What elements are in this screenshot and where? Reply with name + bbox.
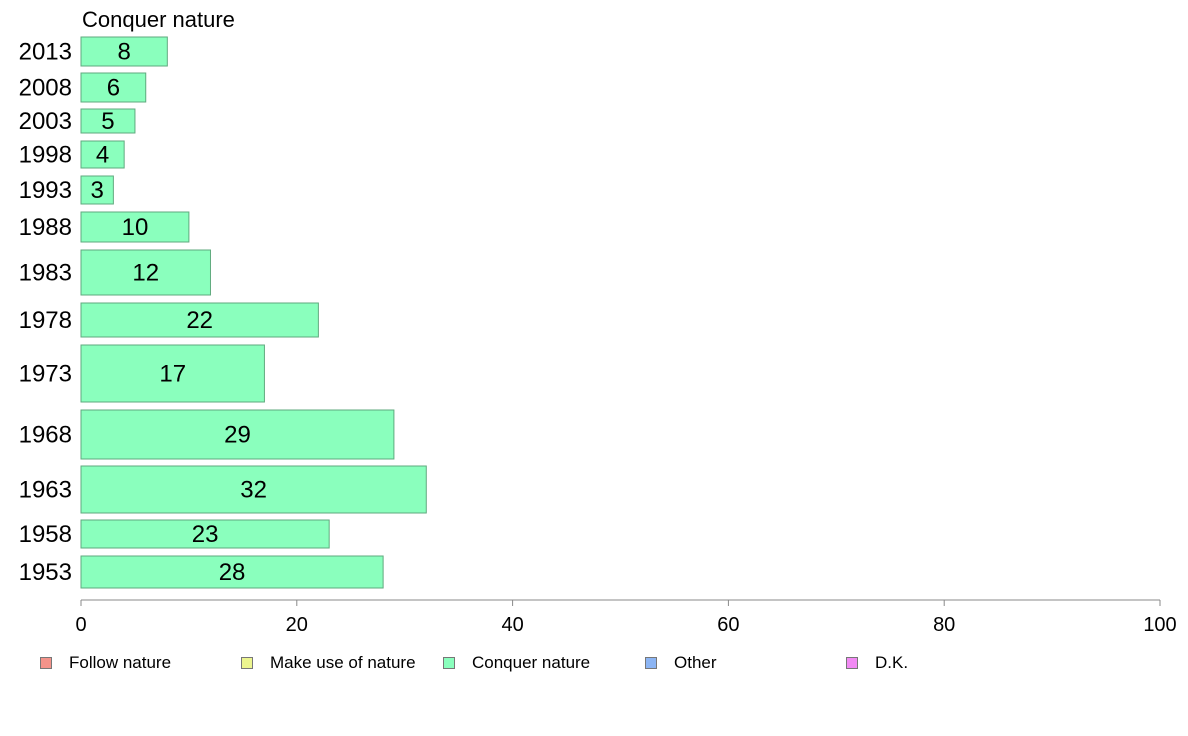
category-label: 1988: [19, 214, 72, 241]
data-label: 6: [107, 75, 120, 102]
legend-swatch: [241, 657, 253, 669]
bar-2013: [80, 36, 168, 67]
x-tick-label: 20: [286, 614, 308, 636]
legend-label: D.K.: [875, 653, 909, 672]
legend-swatch: [443, 657, 455, 669]
category-label: 1993: [19, 177, 72, 204]
bar-1998: [80, 140, 125, 169]
bars-group: 2013 8 2008 6 2003 5 1998 4 1993 3 1988 10 1983 12 197…: [19, 36, 427, 589]
category-label: 1968: [19, 422, 72, 449]
x-axis: 0 20 40 60 80 100: [75, 599, 1177, 636]
data-label: 3: [91, 177, 104, 204]
data-label: 10: [122, 214, 149, 241]
x-tick-label: 80: [933, 614, 955, 636]
x-tick-label: 40: [501, 614, 523, 636]
category-label: 1973: [19, 361, 72, 388]
legend-item: Make use of nature: [241, 650, 416, 676]
category-label: 2008: [19, 75, 72, 102]
bar-1963: [80, 465, 427, 514]
bar-2003: [80, 108, 136, 134]
category-label: 1953: [19, 559, 72, 586]
x-tick-label: 100: [1143, 614, 1176, 636]
legend-label: Conquer nature: [472, 653, 591, 672]
category-label: 1998: [19, 142, 72, 169]
category-label: 1978: [19, 307, 72, 334]
bar-1978: [80, 302, 319, 338]
category-label: 1958: [19, 521, 72, 548]
data-label: 22: [186, 307, 213, 334]
bar-1983: [80, 249, 211, 296]
data-label: 4: [96, 142, 109, 169]
bar-2008: [80, 72, 147, 103]
category-label: 1963: [19, 477, 72, 504]
category-label: 1983: [19, 260, 72, 287]
legend-label: Make use of nature: [270, 653, 416, 672]
data-label: 32: [240, 477, 267, 504]
data-label: 12: [132, 260, 159, 287]
x-tick-label: 60: [717, 614, 739, 636]
legend: Follow nature Make use of nature Conquer n…: [0, 650, 1188, 676]
legend-item: Conquer nature: [443, 650, 590, 676]
category-label: 2013: [19, 39, 72, 66]
bar-1988: [80, 211, 190, 243]
chart-title: Conquer nature: [82, 7, 235, 32]
data-label: 28: [219, 559, 246, 586]
data-label: 29: [224, 422, 251, 449]
bar-1953: [80, 555, 384, 589]
legend-label: Other: [674, 653, 717, 672]
bar-1958: [80, 519, 330, 549]
data-label: 23: [192, 521, 219, 548]
category-label: 2003: [19, 108, 72, 135]
bar-1993: [80, 175, 114, 205]
data-label: 5: [101, 108, 114, 135]
legend-item: Other: [645, 650, 717, 676]
data-label: 17: [159, 361, 186, 388]
bar-1968: [80, 409, 395, 460]
legend-swatch: [645, 657, 657, 669]
legend-item: Follow nature: [40, 650, 171, 676]
legend-swatch: [40, 657, 52, 669]
data-label: 8: [117, 39, 130, 66]
legend-label: Follow nature: [69, 653, 172, 672]
x-tick-label: 0: [75, 614, 86, 636]
bar-1973: [80, 344, 265, 403]
legend-item: D.K.: [846, 650, 908, 676]
legend-swatch: [846, 657, 858, 669]
